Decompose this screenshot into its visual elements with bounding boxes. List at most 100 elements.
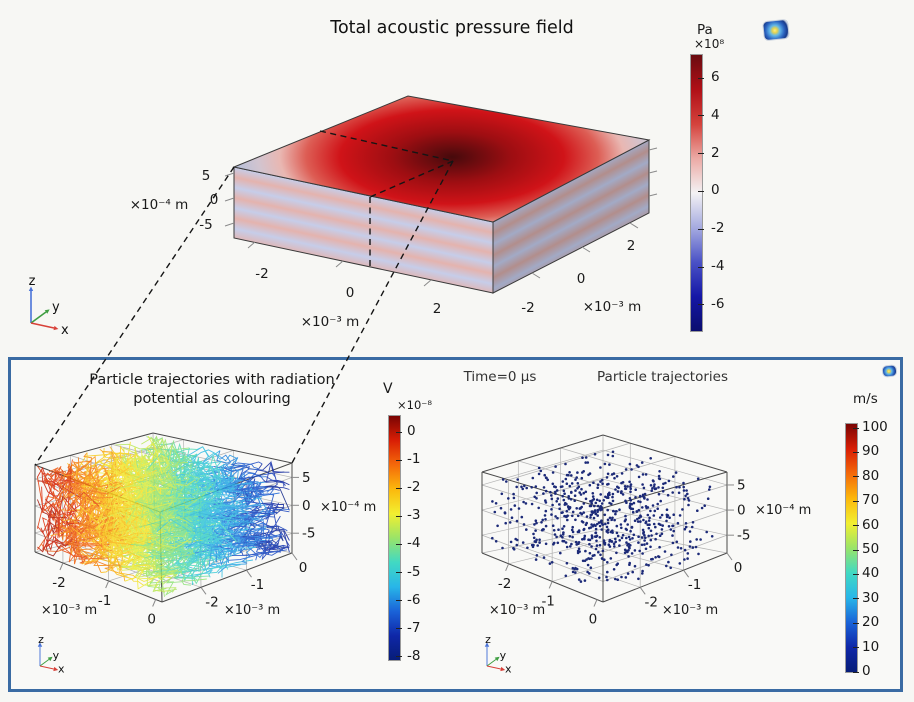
colorbar-tick-label: 80	[862, 467, 880, 484]
colorbar-tick-label: 10	[862, 638, 880, 655]
colorbar-unit-pa: Pa	[697, 22, 713, 38]
axis-tick	[648, 170, 658, 174]
colorbar-tick	[853, 573, 859, 575]
tick-label: 0	[210, 192, 219, 208]
colorbar-multiplier-pa: ×10⁸	[694, 37, 725, 51]
colorbar-tick-label: -4	[407, 535, 421, 552]
tick-label: -2	[255, 266, 268, 282]
colorbar-tick	[396, 572, 402, 573]
plot-title-scatter: Particle trajectories	[597, 369, 728, 385]
colorbar-tick	[853, 427, 859, 429]
axis-arrow	[30, 311, 47, 324]
plot-title-trajectories-line1: Particle trajectories with radiation	[89, 372, 335, 388]
colorbar-tick	[396, 459, 402, 461]
comsol-logo-icon	[763, 19, 789, 41]
axis-tick	[629, 222, 639, 229]
triad-label-z: z	[29, 274, 36, 289]
axis-tick	[224, 222, 235, 227]
colorbar-tick	[853, 451, 859, 453]
colorbar-tick-label: -6	[711, 295, 725, 312]
colorbar-tick	[698, 304, 704, 306]
colorbar-tick-label: -4	[711, 258, 725, 274]
colorbar-tick	[396, 487, 402, 489]
time-annotation: Time=0 µs	[463, 369, 537, 385]
axis-tick	[581, 246, 591, 253]
colorbar-tick-label: 40	[862, 565, 880, 582]
colorbar-tick-label: 0	[862, 663, 871, 679]
tick-label: 5	[202, 168, 211, 184]
tick-label: -2	[521, 300, 534, 316]
colorbar-tick	[853, 500, 859, 502]
axis-unit-label: ×10⁻⁴ m	[130, 197, 188, 213]
axis-arrowhead	[53, 325, 59, 331]
colorbar-tick-label: 0	[711, 182, 720, 199]
colorbar-tick	[396, 543, 402, 545]
colorbar-pressure: 6 4 2 0 -2 -4 -6	[690, 54, 760, 332]
colorbar-tick	[698, 153, 704, 155]
colorbar-tick	[853, 671, 859, 673]
axis-unit-label: ×10⁻³ m	[301, 314, 359, 330]
colorbar-tick-label: 70	[862, 492, 880, 509]
axis-tick	[247, 241, 256, 249]
colorbar-tick	[396, 515, 402, 517]
tick-label: 0	[346, 285, 355, 301]
coordinate-triad-icon: z yx	[29, 274, 69, 338]
colorbar-tick-label: 20	[862, 614, 880, 631]
colorbar-tick-label: -6	[407, 591, 421, 608]
slab-left-face	[233, 166, 494, 294]
colorbar-tick-label: -2	[407, 479, 421, 496]
colorbar-tick	[698, 228, 704, 230]
axis-tick	[224, 172, 235, 177]
axis-tick	[531, 272, 541, 279]
colorbar-tick-label: 50	[862, 541, 880, 557]
colorbar-tick-label: 0	[407, 423, 416, 439]
colorbar-gradient	[388, 415, 401, 661]
tick-label: 2	[627, 238, 636, 254]
colorbar-tick	[396, 431, 402, 433]
zoom-callout-line	[369, 160, 454, 198]
zoom-callout-line	[319, 130, 454, 162]
axis-arrowhead	[44, 309, 50, 314]
colorbar-tick	[396, 600, 402, 602]
triad-label-y: y	[52, 300, 60, 315]
colorbar-tick-label: 100	[862, 419, 888, 435]
colorbar-tick-label: -3	[407, 507, 421, 524]
tick-label: 2	[433, 301, 442, 317]
axis-arrow	[30, 322, 55, 329]
colorbar-tick	[698, 115, 704, 117]
axis-tick	[648, 147, 658, 151]
colorbar-tick-label: 2	[711, 144, 720, 161]
colorbar-tick-label: -2	[711, 220, 725, 237]
colorbar-tick-label: -8	[407, 647, 421, 664]
colorbar-tick	[853, 598, 859, 600]
colorbar-tick	[853, 476, 859, 478]
colorbar-tick-label: 4	[711, 106, 720, 123]
slab-right-face	[492, 139, 650, 294]
axis-tick	[423, 279, 432, 287]
colorbar-tick-label: 30	[862, 589, 880, 606]
colorbar-tick	[698, 77, 704, 79]
colorbar-tick	[853, 525, 859, 527]
colorbar-multiplier-v: ×10⁻⁸	[397, 398, 432, 412]
plot-title-trajectories: Particle trajectories with radiation pot…	[62, 371, 362, 409]
axis-tick	[335, 260, 344, 268]
tick-label: 0	[577, 271, 586, 287]
colorbar-tick	[853, 622, 859, 624]
triad-label-x: x	[61, 323, 69, 338]
colorbar-tick	[396, 628, 402, 630]
colorbar-tick-label: -1	[407, 451, 421, 468]
plot-title-pressure: Total acoustic pressure field	[330, 18, 574, 38]
colorbar-tick	[853, 647, 859, 649]
colorbar-tick	[698, 266, 704, 268]
colorbar-tick	[853, 549, 859, 551]
colorbar-unit-ms: m/s	[853, 391, 878, 407]
plot-title-trajectories-line2: potential as colouring	[133, 391, 291, 407]
colorbar-tick-label: -5	[407, 563, 421, 580]
tick-label: -5	[199, 217, 212, 233]
slab-top-face	[232, 95, 651, 223]
comsol-logo-icon	[882, 365, 897, 377]
axis-tick	[648, 193, 658, 197]
colorbar-tick-label: 60	[862, 516, 880, 533]
colorbar-potential: 0 -1 -2 -3 -4 -5 -6 -7 -8	[388, 415, 458, 664]
